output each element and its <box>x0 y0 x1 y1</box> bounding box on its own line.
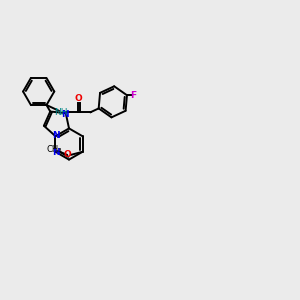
Text: O: O <box>75 94 83 103</box>
Text: CH₃: CH₃ <box>46 145 62 154</box>
Text: F: F <box>130 91 136 100</box>
Text: O: O <box>63 150 71 159</box>
Text: N: N <box>52 131 60 140</box>
Text: N: N <box>52 148 60 157</box>
Text: N: N <box>61 110 69 119</box>
Text: NH: NH <box>54 108 68 117</box>
